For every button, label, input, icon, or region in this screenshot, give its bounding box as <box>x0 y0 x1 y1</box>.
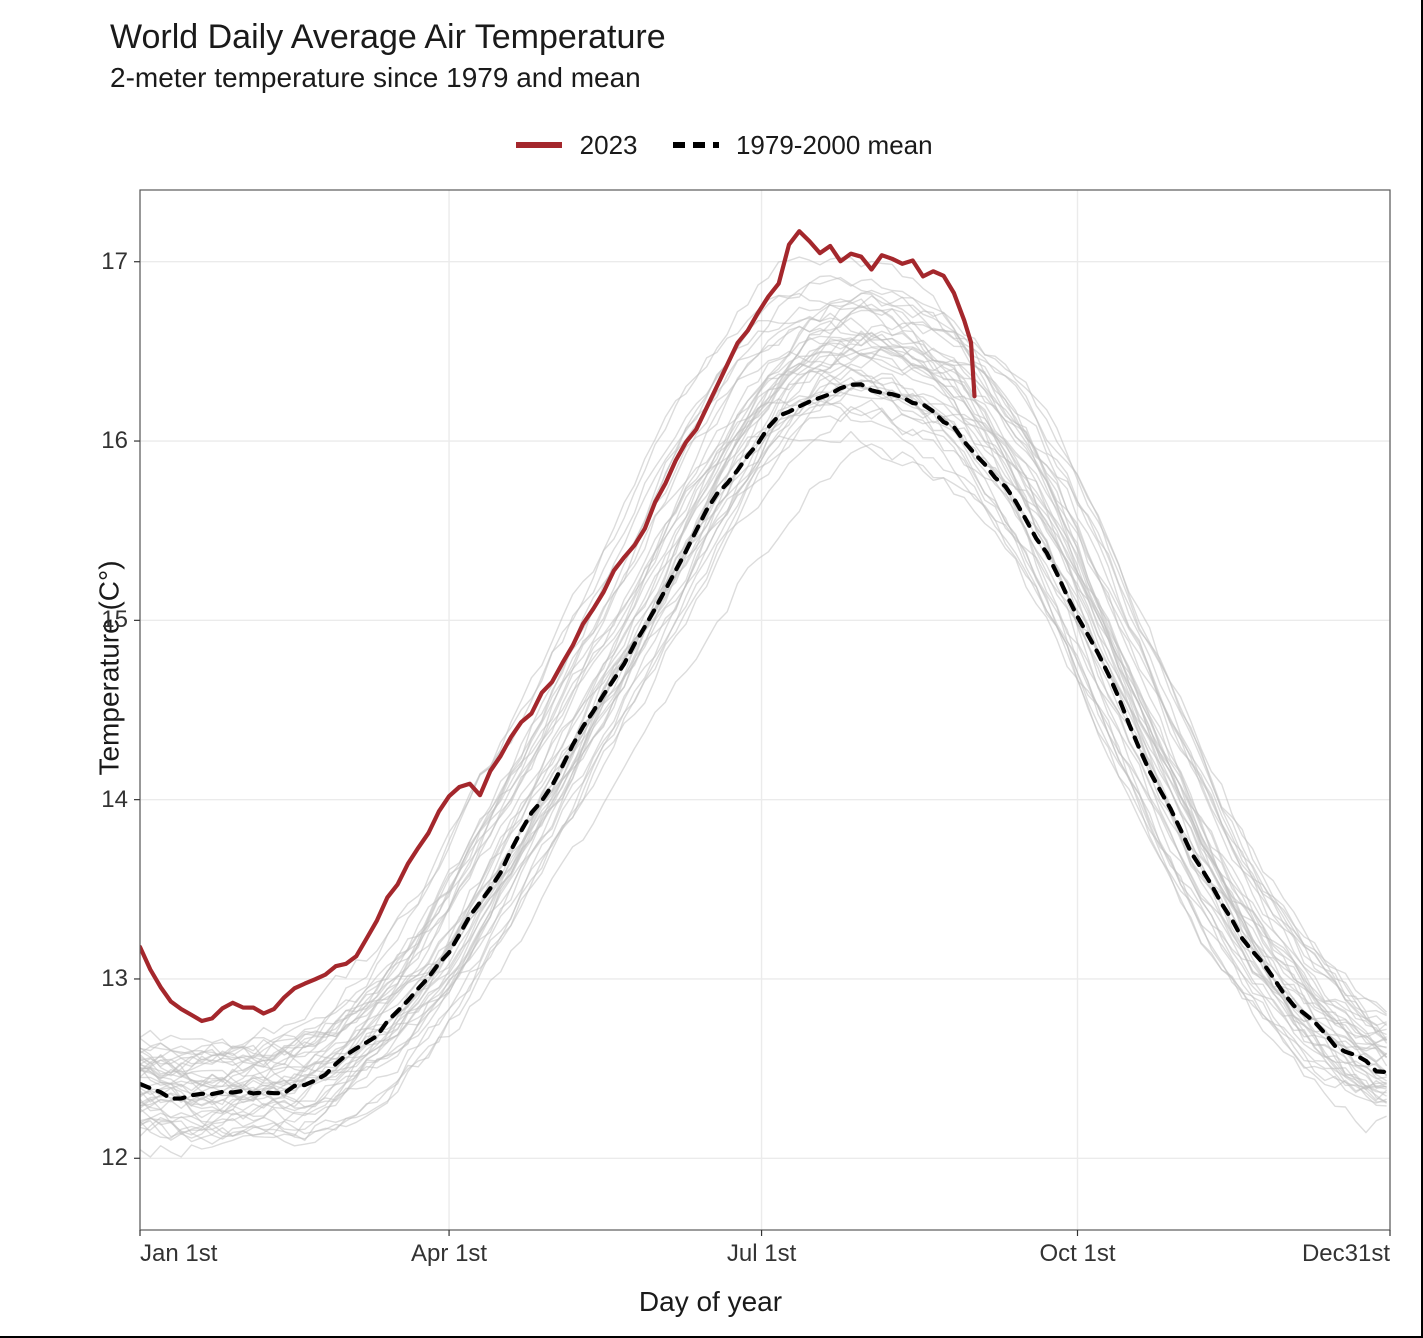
y-tick: 15 <box>101 606 128 634</box>
x-tick: Jan 1st <box>140 1240 217 1268</box>
legend-label-2023: 2023 <box>580 130 638 161</box>
chart-container: World Daily Average Air Temperature 2-me… <box>0 0 1423 1338</box>
y-tick: 13 <box>101 965 128 993</box>
plot-area <box>0 0 1423 1338</box>
y-tick: 14 <box>101 786 128 814</box>
chart-title: World Daily Average Air Temperature <box>110 18 666 57</box>
x-tick: Jul 1st <box>727 1240 796 1268</box>
x-tick: Apr 1st <box>411 1240 487 1268</box>
x-tick: Dec31st <box>1302 1240 1390 1268</box>
legend-label-mean: 1979-2000 mean <box>736 130 933 161</box>
y-tick: 12 <box>101 1144 128 1172</box>
y-axis-label: Temperature (C°) <box>94 560 126 775</box>
y-tick: 17 <box>101 248 128 276</box>
legend: 2023 1979-2000 mean <box>0 128 1421 161</box>
y-tick: 16 <box>101 427 128 455</box>
x-axis-label: Day of year <box>0 1286 1421 1318</box>
legend-swatch-mean <box>673 140 719 150</box>
legend-swatch-2023 <box>516 140 562 150</box>
x-tick: Oct 1st <box>1039 1240 1115 1268</box>
chart-subtitle: 2-meter temperature since 1979 and mean <box>110 62 641 94</box>
